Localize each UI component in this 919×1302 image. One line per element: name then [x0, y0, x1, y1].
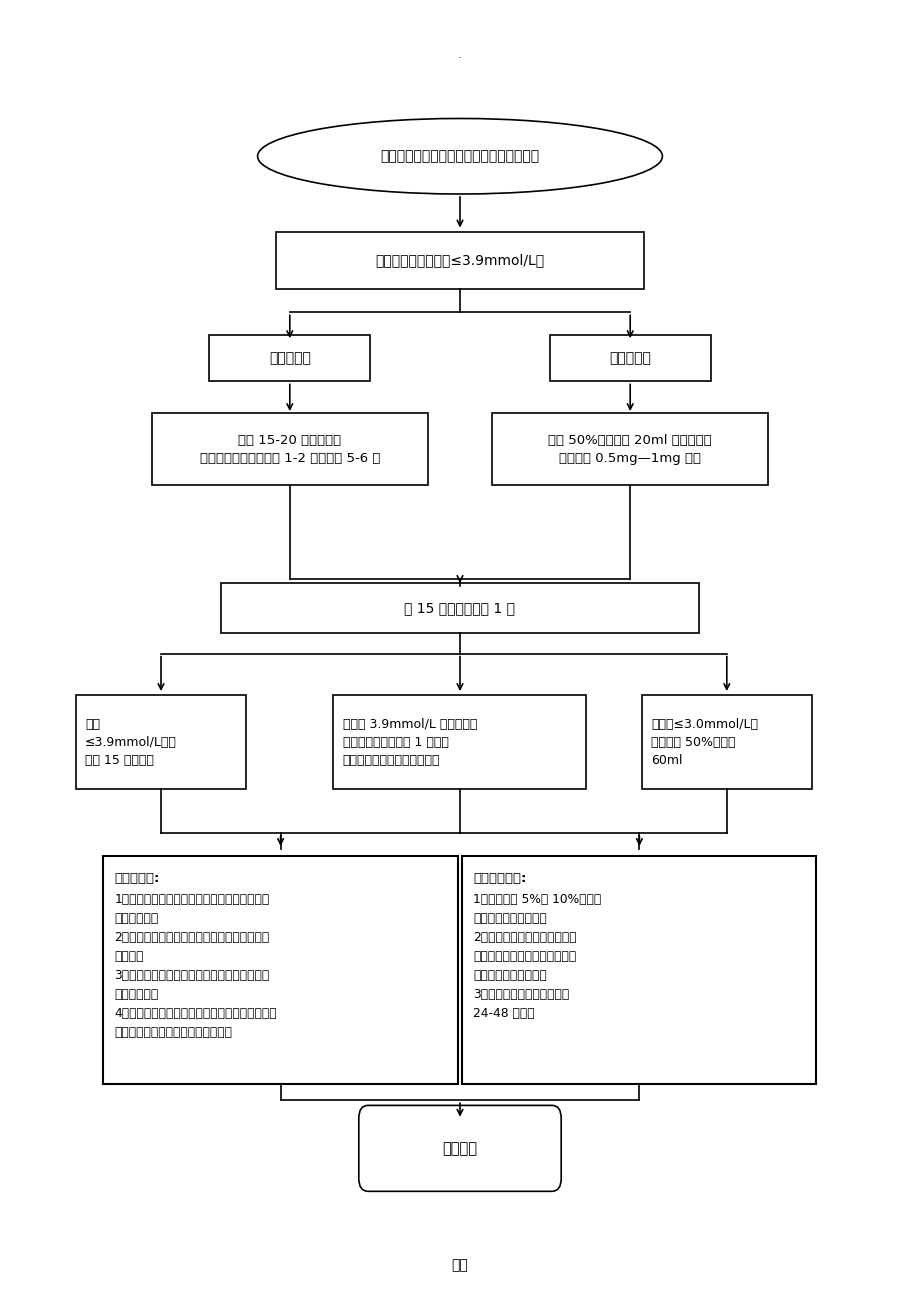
Text: 血糖仍≤3.0mmol/L，
继续给予 50%葡萄糖
60ml: 血糖仍≤3.0mmol/L， 继续给予 50%葡萄糖 60ml — [651, 717, 757, 767]
Text: 血糖
≤3.9mmol/L，再
给予 15 克葡萄糖: 血糖 ≤3.9mmol/L，再 给予 15 克葡萄糖 — [85, 717, 176, 767]
Text: 低血糖恢复:: 低血糖恢复: — [114, 872, 160, 884]
Text: 血糖在 3.9mmol/L 以上，但距
离下一次就餐时间在 1 小时以
上，给予含淀粉或蛋白质食物: 血糖在 3.9mmol/L 以上，但距 离下一次就餐时间在 1 小时以 上，给予… — [342, 717, 477, 767]
Text: 意识障碍者: 意识障碍者 — [608, 352, 651, 365]
Text: 给予 50%葡萄糖液 20ml 静推，或胰
高血糖素 0.5mg—1mg 肌注: 给予 50%葡萄糖液 20ml 静推，或胰 高血糖素 0.5mg—1mg 肌注 — [548, 434, 711, 465]
Text: 1、静脉注射 5%或 10%的葡萄
糖或加用糖皮质激素。
2、注意长效胰岛素及磺脲类药
物所致低血糖不易纠正，可能需
要长时间葡萄糖输注。
3、意识恢复后至少监: 1、静脉注射 5%或 10%的葡萄 糖或加用糖皮质激素。 2、注意长效胰岛素及磺… — [473, 893, 601, 1019]
Text: 怀疑低血糖时（出现心慌、手抖、出汗等）: 怀疑低血糖时（出现心慌、手抖、出汗等） — [380, 150, 539, 163]
Text: 精品: 精品 — [451, 1259, 468, 1272]
Text: 1、了解发生低血糖的原因，调整用药。可使用
动态血糖监测
2、注意低血糖症诱发的心、脑血管疾病，监测
生命体征
3、建议患者经常进行自我血糖监测，以避免低
血糖: 1、了解发生低血糖的原因，调整用药。可使用 动态血糖监测 2、注意低血糖症诱发的… — [114, 893, 277, 1039]
Text: 书写记录: 书写记录 — [442, 1141, 477, 1156]
Text: 每 15 分钟监测血糖 1 次: 每 15 分钟监测血糖 1 次 — [404, 602, 515, 615]
Text: ·: · — [458, 53, 461, 64]
Text: 立即测量血糖（血糖≤3.9mmol/L）: 立即测量血糖（血糖≤3.9mmol/L） — [375, 254, 544, 267]
Text: 口服 15-20 克糖类食品
（葡萄糖为佳，如糖果 1-2 颗，饼干 5-6 片: 口服 15-20 克糖类食品 （葡萄糖为佳，如糖果 1-2 颗，饼干 5-6 片 — [199, 434, 380, 465]
Text: 低血糖未恢复:: 低血糖未恢复: — [473, 872, 527, 884]
Text: 意识清楚者: 意识清楚者 — [268, 352, 311, 365]
